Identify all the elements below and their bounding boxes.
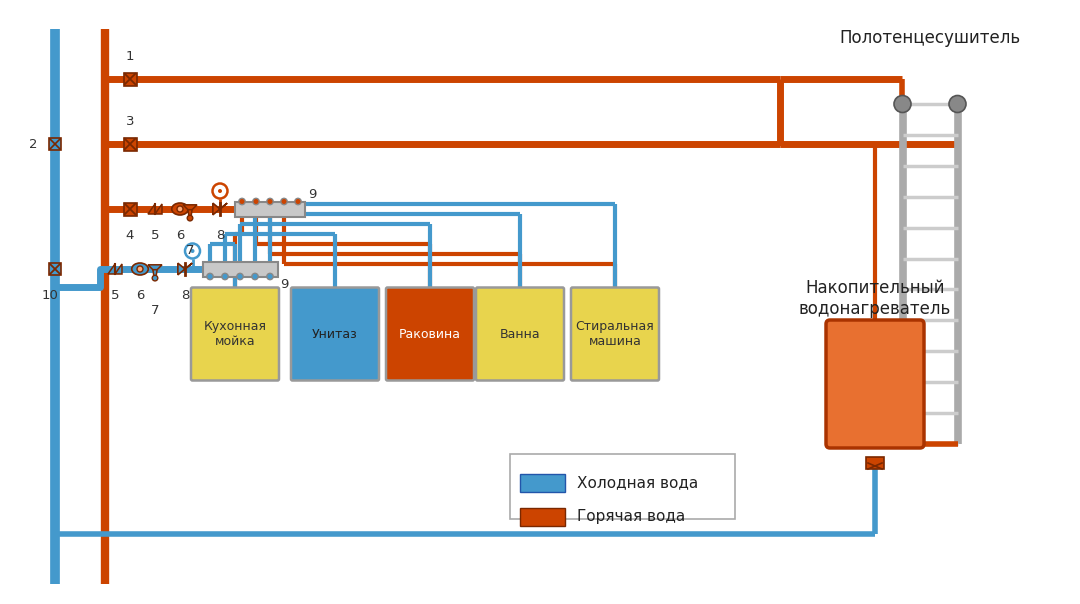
Text: 7: 7 [151,304,159,317]
Circle shape [206,273,213,280]
Text: 6: 6 [136,289,145,302]
Polygon shape [188,210,192,216]
Circle shape [187,215,193,221]
Bar [123,138,136,150]
Polygon shape [153,270,157,276]
Bar [510,454,735,519]
Text: Полотенцесушитель: Полотенцесушитель [839,29,1021,47]
Circle shape [137,266,143,272]
Circle shape [949,95,966,112]
Text: 4: 4 [125,229,134,242]
FancyBboxPatch shape [191,288,279,381]
Bar [123,202,136,216]
Circle shape [218,189,222,193]
Circle shape [894,95,912,112]
Circle shape [253,198,259,205]
Text: Накопительный
водонагреватель: Накопительный водонагреватель [799,279,951,318]
Text: 5: 5 [111,289,119,302]
Polygon shape [213,203,227,215]
Ellipse shape [132,263,148,275]
FancyBboxPatch shape [826,320,924,448]
FancyBboxPatch shape [476,288,564,381]
FancyBboxPatch shape [386,288,474,381]
Polygon shape [148,265,162,270]
Text: Раковина: Раковина [399,327,461,341]
Circle shape [177,206,183,212]
Bar [519,474,565,492]
Polygon shape [114,263,122,274]
Circle shape [281,198,287,205]
Circle shape [267,273,273,280]
Text: Горячая вода: Горячая вода [577,509,685,524]
Text: 2: 2 [28,138,37,150]
FancyBboxPatch shape [571,288,659,381]
Text: Кухонная
мойка: Кухонная мойка [203,320,267,348]
Text: 9: 9 [308,187,316,201]
FancyBboxPatch shape [291,288,379,381]
Circle shape [267,198,273,205]
Circle shape [190,249,194,253]
Polygon shape [148,204,156,214]
Polygon shape [156,204,162,214]
Text: Унитаз: Унитаз [312,327,357,341]
Circle shape [295,198,301,205]
Bar [203,262,278,277]
Text: Ванна: Ванна [500,327,540,341]
Text: 7: 7 [186,244,194,257]
Bar [866,457,885,469]
Text: 6: 6 [176,229,185,242]
Text: 3: 3 [125,115,134,128]
Polygon shape [108,263,114,274]
Circle shape [237,273,243,280]
Circle shape [221,273,228,280]
Polygon shape [183,205,197,210]
Bar [519,507,565,525]
Text: 8: 8 [216,229,225,242]
Circle shape [239,198,245,205]
Bar [123,72,136,86]
Circle shape [252,273,258,280]
Text: 1: 1 [125,50,134,63]
Ellipse shape [172,203,188,215]
Circle shape [213,184,228,199]
Text: Стиральная
машина: Стиральная машина [576,320,654,348]
Circle shape [185,243,200,259]
Polygon shape [178,263,192,275]
Text: Холодная вода: Холодная вода [577,475,699,490]
Text: 8: 8 [180,289,189,302]
Bar [49,263,60,275]
Bar [235,202,305,216]
Text: 5: 5 [151,229,159,242]
Text: 10: 10 [41,289,58,302]
Text: 9: 9 [281,277,288,291]
Bar [49,138,60,150]
Circle shape [152,275,158,281]
